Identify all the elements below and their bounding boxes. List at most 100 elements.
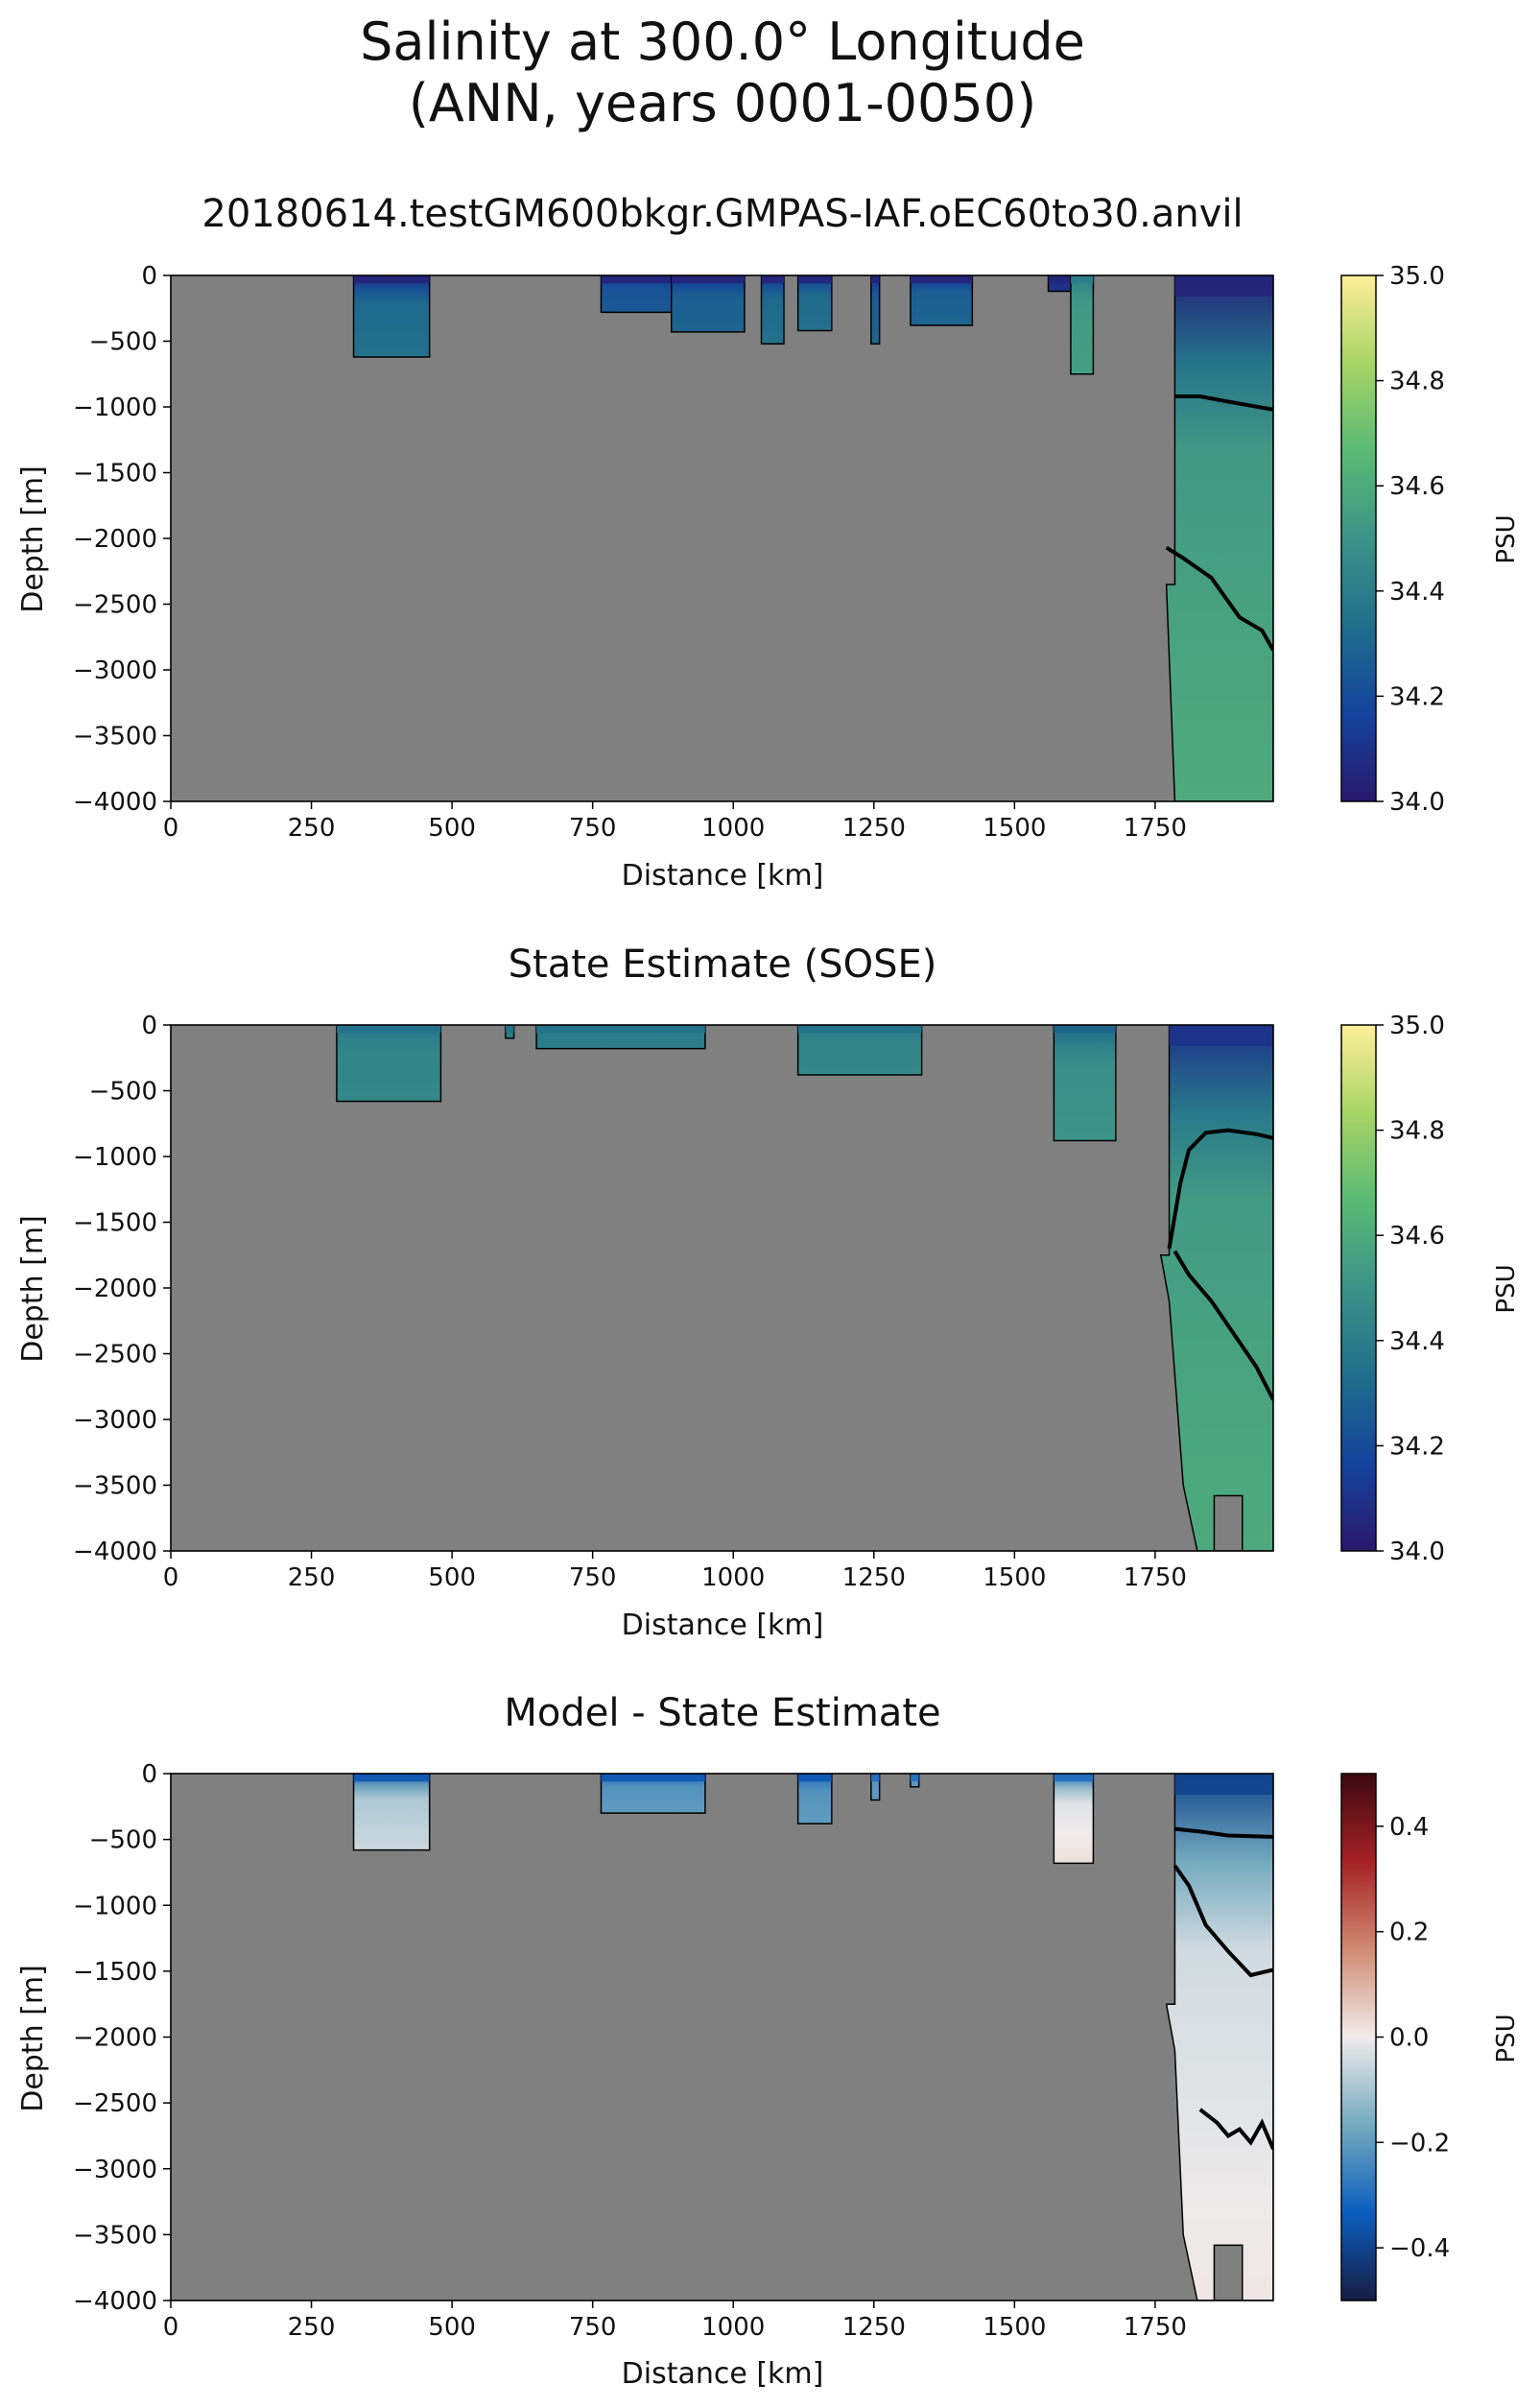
ocean-region [870,275,881,345]
colorbar-label: PSU [1492,2014,1521,2062]
y-tick-label: −2500 [73,2089,157,2118]
surface-layer [1174,1774,1273,1795]
x-tick-label: 500 [428,2313,476,2342]
x-tick-label: 1000 [701,2313,765,2342]
ocean-region [796,1025,923,1076]
x-tick-label: 750 [569,814,617,843]
colorbar-tick-label: 34.2 [1389,1432,1445,1461]
ocean-region [1053,1025,1117,1142]
y-tick-label: −3000 [73,656,157,685]
surface-layer [671,275,745,284]
contour-line [1165,545,1273,652]
contour-line [1173,1250,1273,1401]
ocean-region [1053,1774,1095,1865]
x-tick-label: 250 [288,814,336,843]
colorbar: 34.0 34.2 34.4 34.6 34.8 35.0 [1340,262,1445,817]
surface-layer [797,275,832,284]
panel-difference: Model - State Estimate 0 250 500 750 1000 125… [16,1691,1521,2391]
x-tick-label: 1500 [983,2313,1046,2342]
ocean-region [1165,275,1273,801]
y-tick-label: −1000 [73,393,157,422]
surface-layer [353,275,430,284]
surface-layer [353,1774,430,1782]
colorbar-tick-label: −0.2 [1389,2129,1450,2158]
panel-title: State Estimate (SOSE) [509,942,937,987]
ocean-region [796,275,833,332]
y-tick-label: −2000 [73,525,157,554]
colorbar-tick-label: 35.0 [1389,262,1445,291]
colorbar: 34.0 34.2 34.4 34.6 34.8 35.0 [1340,1012,1445,1566]
y-tick-label: −3500 [73,2221,157,2250]
ocean-region [352,1774,431,1851]
plot-area: 0 250 500 750 1000 1250 1500 1750 0 −500 −1000 −150… [73,1012,1274,1592]
figure-title-line2: (ANN, years 0001-0050) [409,73,1036,133]
x-tick-label: 1750 [1124,2313,1187,2342]
x-tick-label: 1500 [983,814,1046,843]
x-tick-label: 1250 [842,1563,906,1592]
y-axis-label: Depth [m] [16,1215,50,1363]
x-tick-label: 0 [163,1563,179,1592]
surface-layer [1070,275,1094,284]
surface-layer [601,275,672,284]
colorbar-gradient [1340,1773,1377,2301]
y-tick-label: −3500 [73,723,157,751]
y-tick-label: −3000 [73,2156,157,2184]
plot-area: 0 250 500 750 1000 1250 1500 1750 0 −500 −1000 −150… [73,262,1274,843]
colorbar-tick-label: 0.0 [1389,2024,1429,2053]
x-tick-label: 0 [163,2313,179,2342]
surface-layer [910,1774,919,1782]
surface-layer [536,1025,705,1034]
y-axis-label: Depth [m] [16,1965,50,2112]
x-axis-label: Distance [km] [622,859,824,893]
y-tick-label: −1000 [73,1143,157,1172]
x-tick-label: 250 [288,2313,336,2342]
seamount [1213,1494,1244,1551]
y-tick-label: −2500 [73,1341,157,1370]
colorbar-tick-label: 34.0 [1389,1538,1445,1566]
surface-layer [1174,275,1273,297]
y-tick-label: −2000 [73,2024,157,2053]
x-tick-label: 0 [163,814,179,843]
colorbar-gradient [1340,1024,1377,1552]
contour-line [1167,1128,1273,1250]
contour-line [1174,394,1273,412]
ocean-region [1070,275,1095,375]
y-axis-label: Depth [m] [16,465,50,613]
x-tick-label: 1000 [701,814,765,843]
contour-line [1173,1864,1273,1978]
colorbar-tick-label: 0.4 [1389,1813,1429,1842]
colorbar-tick-label: 0.2 [1389,1919,1429,1947]
colorbar-tick-label: 35.0 [1389,1012,1445,1040]
colorbar: −0.4 −0.2 0.0 0.2 0.4 [1340,1773,1450,2301]
contour-line [1198,2108,1273,2150]
land-mask [171,275,1273,801]
y-tick-label: −4000 [73,788,157,817]
x-tick-label: 1750 [1124,814,1187,843]
y-tick-label: −500 [89,1078,157,1107]
ocean-region [910,275,974,326]
panel-title: Model - State Estimate [504,1691,940,1735]
surface-layer [1054,1774,1094,1782]
ocean-region [1165,1774,1273,2301]
contour-line [1174,1826,1273,1839]
seamount [1213,2244,1244,2301]
y-tick-label: 0 [141,1760,157,1789]
surface-layer [761,275,784,284]
x-tick-label: 1000 [701,1563,765,1592]
panel-model: 20180614.testGM600bkgr.GMPAS-IAF.oEC60to… [16,192,1521,893]
surface-layer [797,1774,832,1782]
ocean-region [600,1774,706,1814]
surface-layer [910,275,973,284]
colorbar-tick-label: 34.2 [1389,682,1445,711]
x-tick-label: 750 [569,2313,617,2342]
x-axis-label: Distance [km] [622,2357,824,2391]
colorbar-gradient [1340,274,1377,802]
plot-area: 0 250 500 750 1000 1250 1500 1750 0 −500 −1000 −150… [73,1760,1274,2342]
ocean-region [336,1025,442,1103]
surface-layer [336,1025,441,1034]
x-tick-label: 500 [428,814,476,843]
colorbar-tick-label: −0.4 [1389,2234,1450,2263]
panel-state-estimate: State Estimate (SOSE) 0 250 500 750 1000 1250… [16,942,1521,1642]
colorbar-tick-label: 34.4 [1389,578,1445,607]
